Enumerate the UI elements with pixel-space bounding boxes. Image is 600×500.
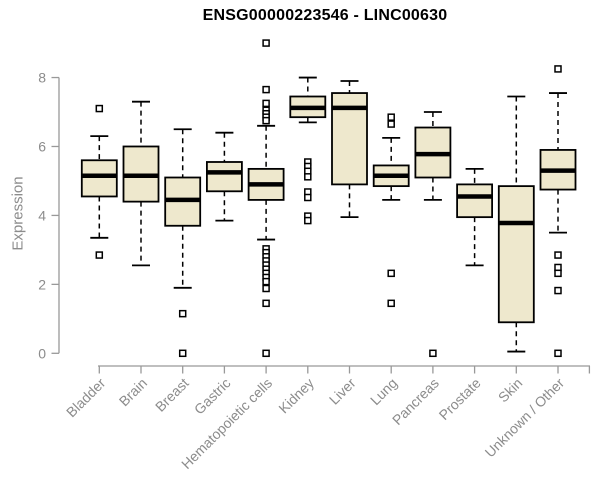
y-axis-tick-label: 6 <box>38 138 46 154</box>
x-axis-category-label: Liver <box>326 375 359 408</box>
outlier-point <box>262 284 270 293</box>
outlier-point <box>262 99 270 108</box>
outlier-point <box>387 113 395 121</box>
x-axis-category-label: Skin <box>495 375 526 406</box>
outlier-point <box>387 299 395 308</box>
iqr-box <box>497 185 535 324</box>
iqr-box <box>80 159 118 198</box>
outlier-point <box>178 309 187 318</box>
outlier-point <box>554 251 562 259</box>
outlier-point <box>262 85 270 94</box>
x-axis-category-label: Kidney <box>275 375 317 417</box>
outlier-point <box>554 65 562 73</box>
boxplot-hematopoietic-cells <box>247 39 285 358</box>
outlier-point <box>387 120 395 128</box>
outlier-point <box>304 173 312 181</box>
outlier-point <box>304 193 312 202</box>
outlier-point <box>262 116 270 125</box>
boxplot-pancreas <box>414 111 452 358</box>
iqr-box <box>456 183 494 219</box>
boxplot-skin <box>497 95 535 353</box>
boxplot-breast <box>164 128 202 358</box>
outlier-point <box>262 277 270 286</box>
iqr-box <box>205 161 243 193</box>
outlier-point <box>554 349 562 358</box>
outlier-point <box>387 269 395 278</box>
outlier-point <box>554 286 562 295</box>
outlier-point <box>262 299 270 308</box>
outlier-point <box>304 216 312 225</box>
boxplot-lung <box>372 113 410 308</box>
y-axis-tick-label: 2 <box>38 276 46 292</box>
outlier-point <box>554 263 562 272</box>
x-axis-category-label: Breast <box>152 375 192 415</box>
outlier-point <box>178 349 187 358</box>
x-axis-category-label: Unknown / Other <box>482 375 568 461</box>
x-axis-category-label: Brain <box>116 375 150 409</box>
outlier-point <box>262 349 270 358</box>
x-axis-category-label: Prostate <box>436 375 484 423</box>
x-axis-category-label: Bladder <box>63 375 109 421</box>
chart-title: ENSG00000223546 - LINC00630 <box>202 7 448 24</box>
outlier-point <box>262 39 270 47</box>
boxplot-kidney <box>289 76 327 225</box>
outlier-point <box>554 269 562 278</box>
boxplot-gastric <box>205 131 243 222</box>
x-axis-category-label: Lung <box>367 375 400 408</box>
boxplot-unknown-other <box>539 65 577 358</box>
outlier-point <box>95 104 104 113</box>
y-axis-tick-label: 8 <box>38 70 46 86</box>
boxplot-liver <box>331 80 368 219</box>
boxplot-prostate <box>456 167 494 267</box>
outlier-point <box>429 349 437 358</box>
boxplot-bladder <box>80 104 118 259</box>
boxplot-brain <box>122 100 160 267</box>
outlier-point <box>95 251 104 259</box>
y-axis-tick-label: 4 <box>38 207 46 223</box>
y-axis-tick-label: 0 <box>38 345 46 361</box>
